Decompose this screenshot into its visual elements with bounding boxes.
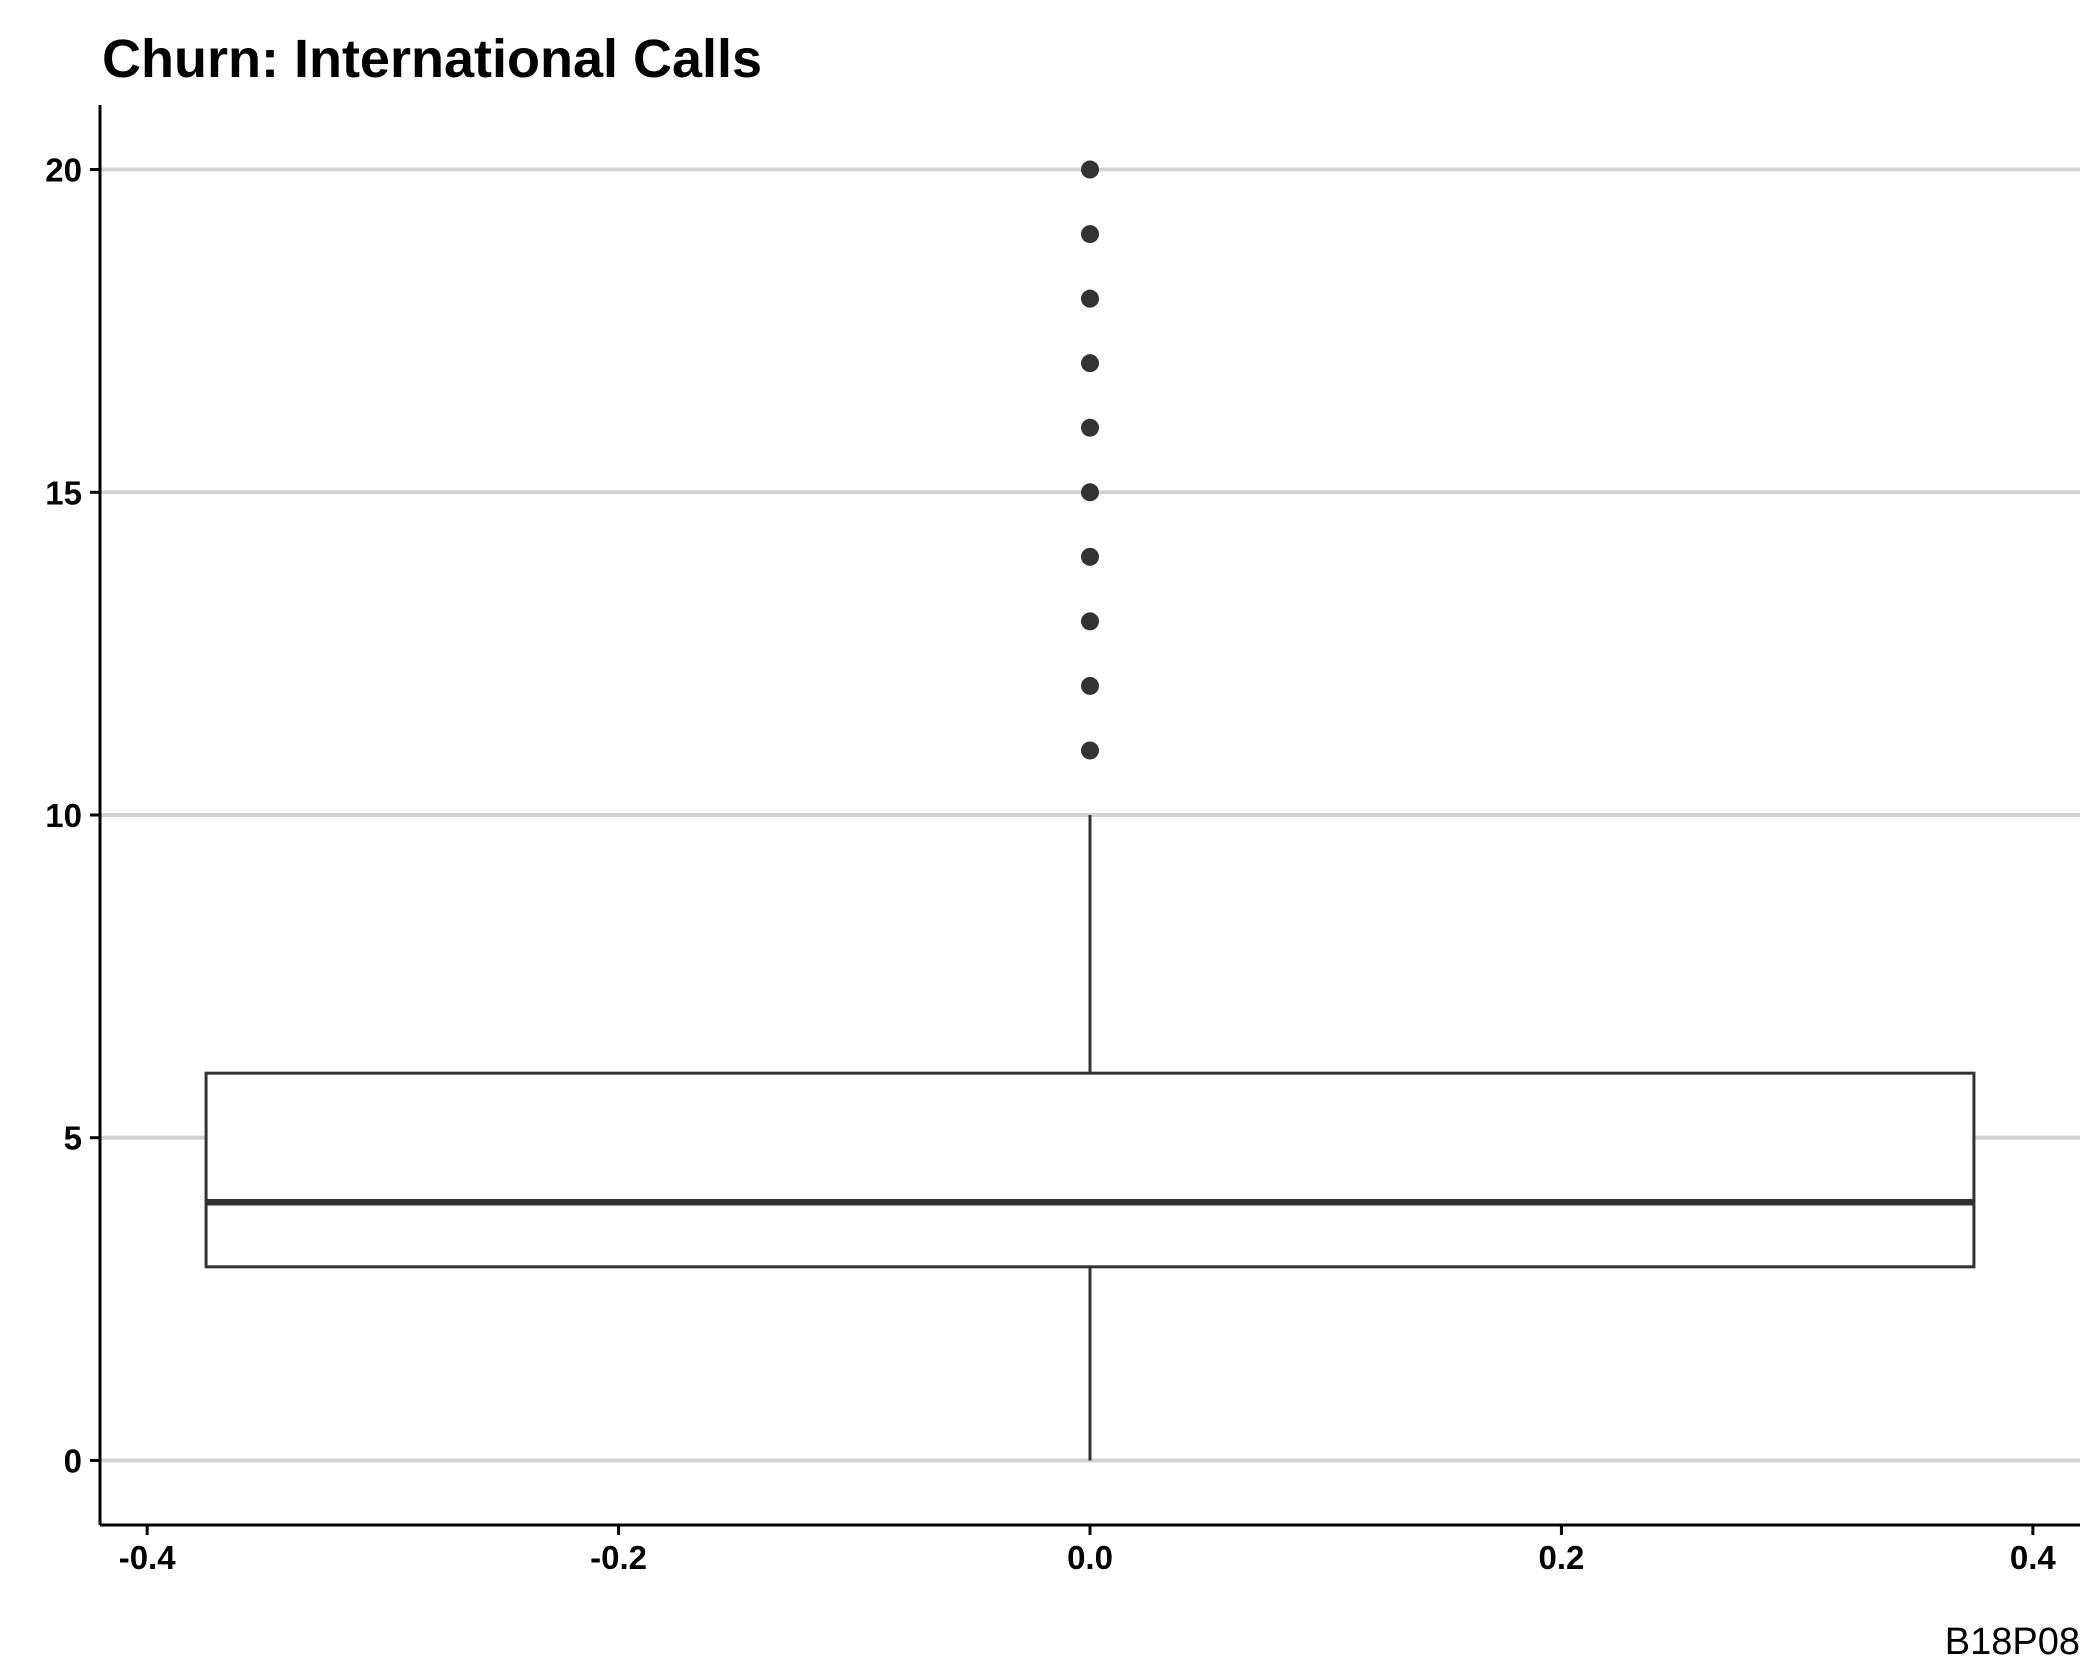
outlier-points	[1081, 160, 1099, 760]
y-tick-label: 5	[64, 1120, 82, 1157]
x-axis-ticks: -0.4 -0.2 0.0 0.2 0.4	[119, 1525, 2057, 1576]
outlier-point-20	[1081, 160, 1099, 179]
outlier-point-13	[1081, 612, 1099, 631]
y-axis-ticks: 0 5 10 15 20	[45, 152, 100, 1479]
x-tick-label: -0.4	[119, 1539, 177, 1576]
iqr-box	[204, 1071, 1976, 1269]
outlier-point-17	[1081, 354, 1099, 373]
box-plot	[204, 815, 1976, 1461]
chart-caption: B18P08	[1945, 1621, 2080, 1663]
outlier-point-15	[1081, 483, 1099, 502]
y-tick-label: 0	[64, 1442, 82, 1479]
outlier-point-19	[1081, 225, 1099, 244]
y-tick-label: 20	[45, 152, 82, 189]
x-tick-label: 0.2	[1538, 1539, 1584, 1576]
outlier-point-12	[1081, 676, 1099, 695]
chart-title: Churn: International Calls	[102, 29, 762, 89]
outlier-point-14	[1081, 547, 1099, 566]
x-tick-label: 0.0	[1067, 1539, 1113, 1576]
x-tick-label: 0.4	[2010, 1539, 2057, 1576]
x-tick-label: -0.2	[590, 1539, 647, 1576]
outlier-point-18	[1081, 289, 1099, 308]
outlier-point-16	[1081, 418, 1099, 437]
y-tick-label: 15	[45, 474, 82, 511]
outlier-point-11	[1081, 741, 1099, 760]
y-tick-label: 10	[45, 797, 82, 834]
